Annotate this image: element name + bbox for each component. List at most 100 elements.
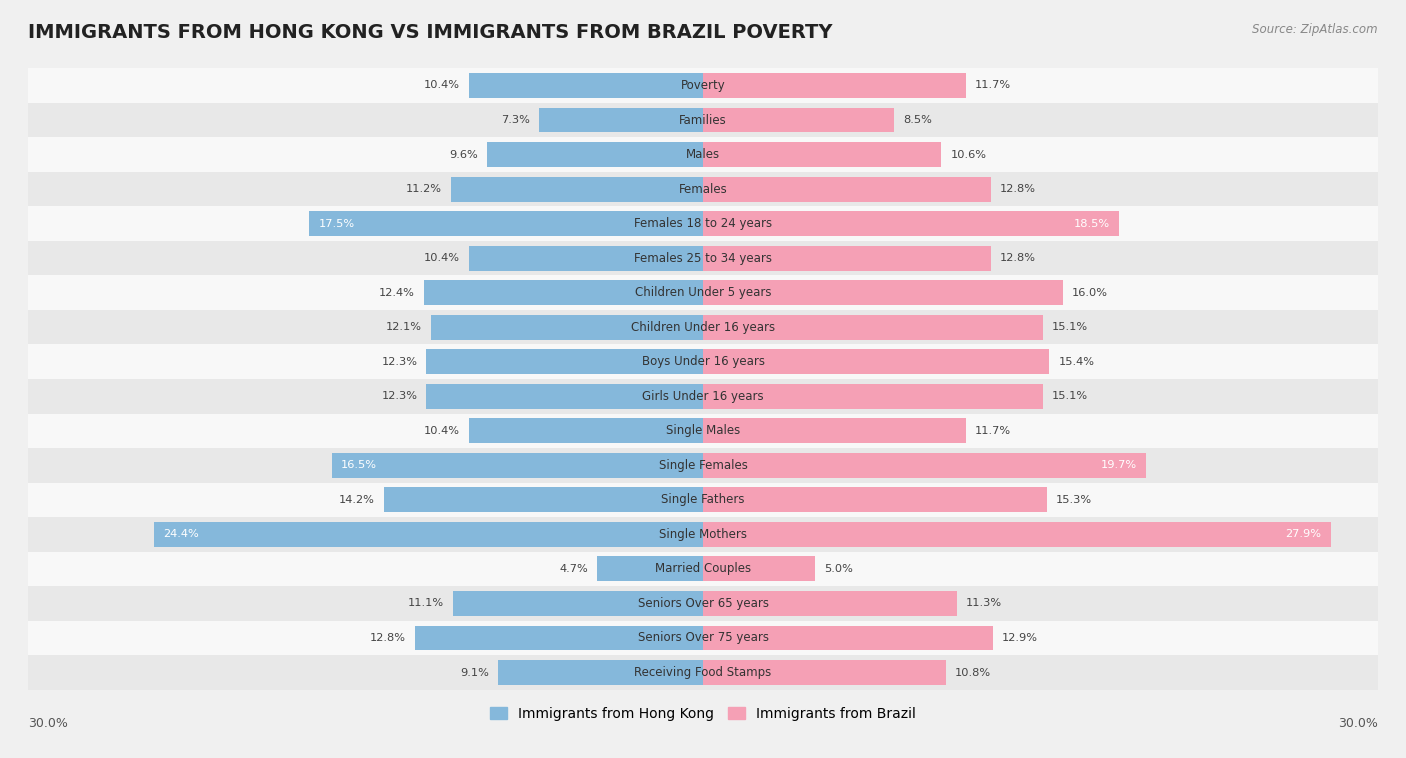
Bar [28, 68, 1378, 103]
Text: Children Under 5 years: Children Under 5 years [634, 287, 772, 299]
Bar [426, 384, 703, 409]
Bar [451, 177, 703, 202]
Text: 30.0%: 30.0% [28, 717, 67, 731]
Text: 27.9%: 27.9% [1285, 529, 1322, 540]
Text: Boys Under 16 years: Boys Under 16 years [641, 356, 765, 368]
Text: 12.9%: 12.9% [1002, 633, 1038, 643]
Text: 15.1%: 15.1% [1052, 391, 1088, 401]
Bar [28, 621, 1378, 655]
Bar [703, 280, 1063, 305]
Text: Females: Females [679, 183, 727, 196]
Text: 12.4%: 12.4% [380, 288, 415, 298]
Text: Married Couples: Married Couples [655, 562, 751, 575]
Bar [703, 660, 946, 685]
Text: 24.4%: 24.4% [163, 529, 198, 540]
Bar [28, 241, 1378, 275]
Text: 10.8%: 10.8% [955, 668, 991, 678]
Bar [28, 310, 1378, 344]
Bar [28, 448, 1378, 483]
Bar [28, 379, 1378, 414]
Bar [703, 142, 942, 167]
Text: 9.6%: 9.6% [450, 149, 478, 159]
Text: Children Under 16 years: Children Under 16 years [631, 321, 775, 334]
Bar [486, 142, 703, 167]
Bar [430, 315, 703, 340]
Bar [28, 137, 1378, 172]
Text: 11.2%: 11.2% [406, 184, 441, 194]
Bar [425, 280, 703, 305]
Bar [453, 591, 703, 616]
Bar [538, 108, 703, 133]
Bar [703, 591, 957, 616]
Text: 11.1%: 11.1% [408, 599, 444, 609]
Bar [28, 206, 1378, 241]
Text: 15.1%: 15.1% [1052, 322, 1088, 332]
Bar [28, 275, 1378, 310]
Text: 10.4%: 10.4% [425, 80, 460, 90]
Bar [703, 384, 1043, 409]
Bar [703, 108, 894, 133]
Text: 8.5%: 8.5% [903, 115, 932, 125]
Text: Females 18 to 24 years: Females 18 to 24 years [634, 217, 772, 230]
Bar [498, 660, 703, 685]
Bar [28, 586, 1378, 621]
Bar [703, 246, 991, 271]
Bar [28, 172, 1378, 206]
Text: 12.8%: 12.8% [1000, 253, 1036, 263]
Text: Source: ZipAtlas.com: Source: ZipAtlas.com [1253, 23, 1378, 36]
Text: Girls Under 16 years: Girls Under 16 years [643, 390, 763, 402]
Bar [470, 418, 703, 443]
Bar [703, 73, 966, 98]
Text: Seniors Over 75 years: Seniors Over 75 years [637, 631, 769, 644]
Text: Receiving Food Stamps: Receiving Food Stamps [634, 666, 772, 679]
Text: 30.0%: 30.0% [1339, 717, 1378, 731]
Text: 4.7%: 4.7% [560, 564, 588, 574]
Text: 12.1%: 12.1% [385, 322, 422, 332]
Bar [28, 655, 1378, 690]
Text: 10.6%: 10.6% [950, 149, 987, 159]
Text: 7.3%: 7.3% [501, 115, 530, 125]
Text: Families: Families [679, 114, 727, 127]
Text: 12.3%: 12.3% [381, 357, 418, 367]
Bar [703, 349, 1049, 374]
Bar [384, 487, 703, 512]
Text: 11.3%: 11.3% [966, 599, 1002, 609]
Text: 16.0%: 16.0% [1071, 288, 1108, 298]
Bar [28, 552, 1378, 586]
Bar [309, 211, 703, 236]
Text: IMMIGRANTS FROM HONG KONG VS IMMIGRANTS FROM BRAZIL POVERTY: IMMIGRANTS FROM HONG KONG VS IMMIGRANTS … [28, 23, 832, 42]
Bar [703, 556, 815, 581]
Bar [703, 487, 1047, 512]
Text: Females 25 to 34 years: Females 25 to 34 years [634, 252, 772, 265]
Legend: Immigrants from Hong Kong, Immigrants from Brazil: Immigrants from Hong Kong, Immigrants fr… [485, 701, 921, 726]
Bar [28, 517, 1378, 552]
Bar [470, 73, 703, 98]
Bar [28, 344, 1378, 379]
Text: Poverty: Poverty [681, 79, 725, 92]
Text: 15.3%: 15.3% [1056, 495, 1092, 505]
Bar [155, 522, 703, 547]
Bar [598, 556, 703, 581]
Text: Males: Males [686, 148, 720, 161]
Text: 15.4%: 15.4% [1059, 357, 1094, 367]
Text: Single Males: Single Males [666, 424, 740, 437]
Text: Single Females: Single Females [658, 459, 748, 471]
Bar [703, 177, 991, 202]
Text: 12.3%: 12.3% [381, 391, 418, 401]
Text: 14.2%: 14.2% [339, 495, 374, 505]
Text: 12.8%: 12.8% [370, 633, 406, 643]
Bar [332, 453, 703, 478]
Bar [470, 246, 703, 271]
Bar [703, 315, 1043, 340]
Text: 10.4%: 10.4% [425, 426, 460, 436]
Bar [415, 625, 703, 650]
Text: Single Fathers: Single Fathers [661, 493, 745, 506]
Bar [703, 625, 993, 650]
Bar [28, 483, 1378, 517]
Bar [28, 414, 1378, 448]
Text: 11.7%: 11.7% [976, 426, 1011, 436]
Text: Seniors Over 65 years: Seniors Over 65 years [637, 597, 769, 610]
Text: 5.0%: 5.0% [824, 564, 853, 574]
Bar [28, 103, 1378, 137]
Text: 16.5%: 16.5% [340, 460, 377, 470]
